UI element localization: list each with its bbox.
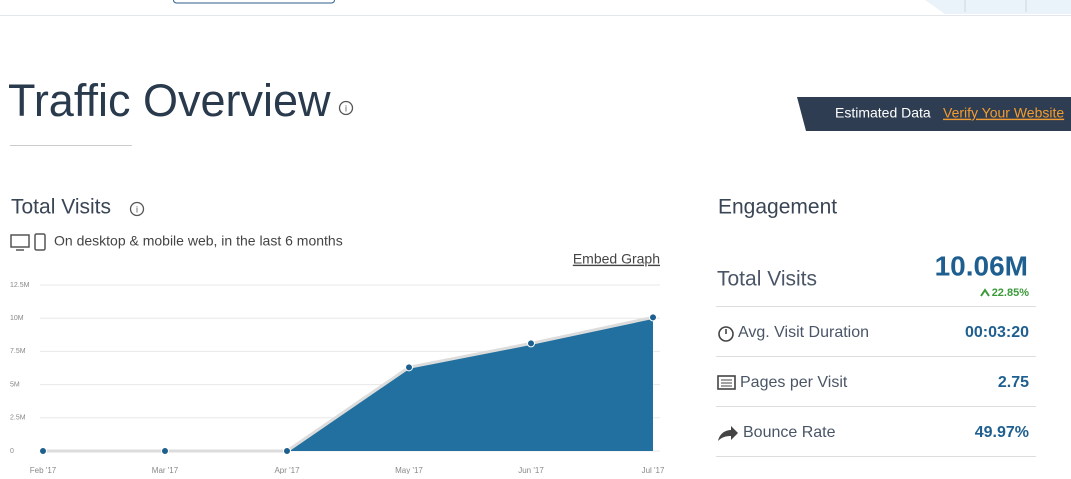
info-icon[interactable] (129, 201, 145, 217)
x-tick-label: Apr '17 (274, 466, 300, 474)
mobile-icon (34, 233, 46, 251)
y-tick-label: 7.5M (10, 348, 26, 355)
up-arrow (980, 288, 990, 297)
x-tick-label: Jul '17 (642, 466, 665, 474)
banner-link[interactable]: Verify Your Website (943, 105, 1064, 121)
section-title: Engagement (718, 196, 837, 219)
metric-value: 49.97% (975, 424, 1029, 441)
data-point (405, 363, 413, 372)
timer-icon (718, 326, 734, 342)
metric-label: Pages per Visit (740, 374, 848, 391)
line (43, 315, 654, 453)
banner-text: Estimated Data (835, 105, 931, 121)
desktop-icon (10, 234, 30, 248)
y-tick-label: 10M (10, 315, 24, 322)
embed-link[interactable]: Embed Graph (573, 251, 660, 267)
pages-icon-lines (721, 379, 732, 387)
y-tick-label: 0 (10, 448, 14, 455)
top-button[interactable] (173, 0, 335, 4)
pages-icon (717, 375, 736, 390)
data-point (161, 447, 169, 455)
section-subtitle: On desktop & mobile web, in the last 6 m… (54, 233, 343, 249)
info-icon-glyph: i (345, 103, 347, 113)
metric-change: 22.85% (992, 287, 1030, 299)
top-bar (0, 0, 1071, 15)
data-point (649, 313, 657, 322)
metric-label: Total Visits (717, 268, 817, 291)
x-tick-label: May '17 (395, 466, 423, 474)
info-icon-glyph: i (136, 204, 138, 214)
y-tick-label: 12.5M (10, 282, 30, 289)
metric-value: 10.06M (935, 250, 1028, 281)
x-tick-label: Feb '17 (30, 466, 57, 474)
metric-label: Avg. Visit Duration (738, 324, 869, 341)
y-tick-label: 5M (10, 381, 20, 388)
x-tick-label: Mar '17 (152, 466, 179, 474)
info-icon[interactable] (338, 100, 354, 116)
metric-value: 00:03:20 (965, 324, 1029, 341)
data-point (39, 447, 47, 455)
estimated-banner (797, 97, 1071, 131)
chart: 0 2.5M 5M 7.5M 10M 12.5M Feb '17 Mar '17 Apr '17… (10, 282, 665, 475)
section-title: Total Visits (11, 196, 111, 219)
bounce-icon (718, 426, 738, 441)
data-point (527, 339, 535, 348)
x-tick-label: Jun '17 (518, 466, 544, 474)
engagement-rows: Avg. Visit Duration 00:03:20 Pages per Vis… (738, 324, 1029, 441)
data-point (283, 447, 291, 455)
top-decoration (925, 0, 1071, 14)
metric-value: 2.75 (998, 374, 1029, 391)
metric-label: Bounce Rate (743, 424, 836, 441)
page-title: Traffic Overview (8, 75, 331, 126)
y-tick-label: 2.5M (10, 415, 26, 422)
